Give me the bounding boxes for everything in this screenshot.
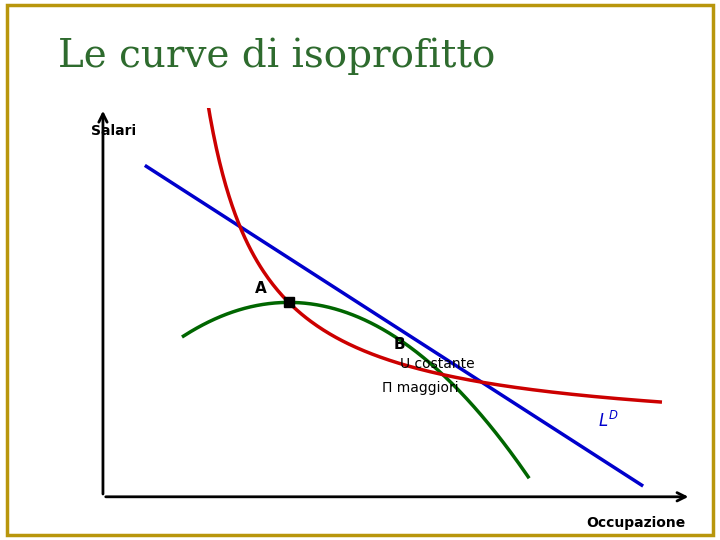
- Text: Le curve di isoprofitto: Le curve di isoprofitto: [58, 38, 495, 75]
- Text: U costante: U costante: [400, 357, 474, 372]
- Text: B: B: [394, 337, 405, 352]
- Text: A: A: [255, 281, 266, 296]
- Text: Occupazione: Occupazione: [586, 516, 685, 530]
- Text: $L^D$: $L^D$: [598, 411, 619, 431]
- Text: Π maggiori: Π maggiori: [382, 381, 458, 395]
- Text: Salari: Salari: [91, 124, 135, 138]
